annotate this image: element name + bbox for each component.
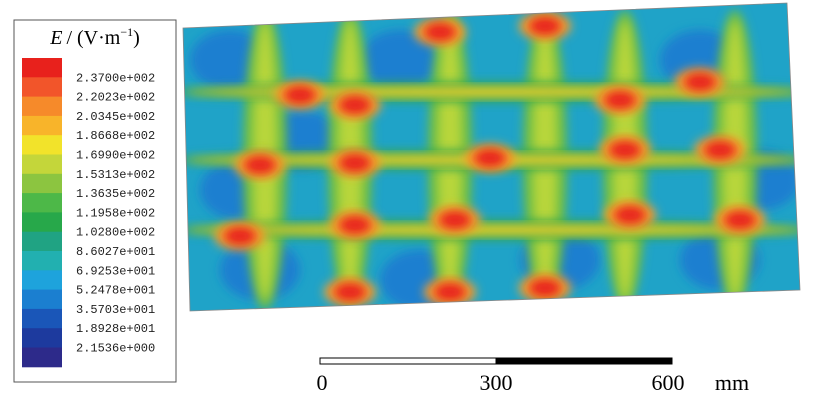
hot-spot <box>339 96 371 114</box>
legend-swatch <box>22 135 62 155</box>
hot-spot <box>284 86 316 104</box>
legend-swatch <box>22 270 62 291</box>
scale-bar-white <box>319 357 497 365</box>
legend-label: 1.6990e+002 <box>76 149 155 163</box>
hot-spot <box>529 17 561 35</box>
legend-swatch <box>22 231 62 252</box>
hot-spot <box>604 91 636 109</box>
legend-label: 2.1536e+000 <box>76 342 155 356</box>
hot-spot <box>684 73 716 91</box>
hot-spot <box>339 216 371 234</box>
legend-label: 1.1958e+002 <box>76 206 155 220</box>
hot-spot <box>529 279 561 297</box>
legend-swatch <box>22 251 62 271</box>
hot-spot <box>704 141 736 159</box>
legend-label: 2.3700e+002 <box>76 71 155 85</box>
hot-spot <box>224 227 256 245</box>
legend-swatch <box>22 115 62 136</box>
hot-spot <box>474 149 506 167</box>
legend-label: 1.0280e+002 <box>76 226 155 240</box>
scale-label: 0 <box>317 370 328 395</box>
legend-swatch <box>22 173 62 194</box>
hot-spot <box>244 156 276 174</box>
legend-swatch <box>22 58 62 78</box>
legend-swatch <box>22 347 62 368</box>
field-blob <box>185 225 800 235</box>
hot-spot <box>439 211 471 229</box>
legend-swatch <box>22 193 62 213</box>
legend-swatch <box>22 328 62 348</box>
scale-label: 600 <box>652 370 685 395</box>
legend-label: 1.8928e+001 <box>76 322 155 336</box>
scale-bar-black <box>495 357 673 365</box>
legend-swatch <box>22 154 62 175</box>
hot-spot <box>609 141 641 159</box>
contour-plot <box>183 3 800 311</box>
legend-label: 1.5313e+002 <box>76 168 155 182</box>
scale-label: 300 <box>480 370 513 395</box>
legend-title: E / (V·m−1) <box>49 25 140 49</box>
legend-label: 2.2023e+002 <box>76 91 155 105</box>
legend-close: ) <box>133 27 140 49</box>
legend-label: 8.6027e+001 <box>76 245 155 259</box>
scale-unit: mm <box>715 370 749 395</box>
plate-outline <box>182 2 801 312</box>
hot-spot <box>434 283 466 301</box>
legend-swatch <box>22 77 62 98</box>
hot-spot <box>614 206 646 224</box>
legend-swatch <box>22 308 62 329</box>
field-blob <box>360 30 440 90</box>
legend-label: 1.3635e+002 <box>76 187 155 201</box>
legend-label: 5.2478e+001 <box>76 284 155 298</box>
legend-swatch <box>22 96 62 117</box>
legend-symbol: E <box>49 27 62 49</box>
hot-spot <box>724 211 756 229</box>
legend-swatch <box>22 212 62 233</box>
legend-label: 3.5703e+001 <box>76 303 155 317</box>
legend-label: 1.8668e+002 <box>76 129 155 143</box>
legend-exponent: −1 <box>120 25 133 39</box>
hot-spot <box>334 283 366 301</box>
legend-label: 2.0345e+002 <box>76 110 155 124</box>
legend-swatch <box>22 289 62 310</box>
hot-spot <box>424 23 456 41</box>
hot-spot <box>339 154 371 172</box>
legend-unit: / (V·m <box>66 27 120 49</box>
legend-label: 6.9253e+001 <box>76 264 155 278</box>
